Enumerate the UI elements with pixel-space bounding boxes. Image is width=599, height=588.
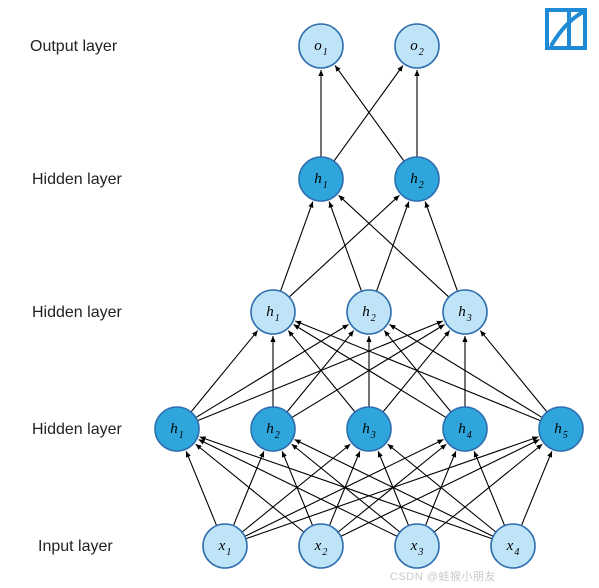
edge [376, 202, 408, 292]
layer-label-hidden1: Hidden layer [32, 421, 122, 439]
nn-diagram: x1 x2 x3 x4 h1 h2 h3 h4 h5 h1 h2 h3 h1 h2 o1 o2 Output … [0, 0, 599, 588]
node-o2: o2 [395, 24, 439, 68]
watermark-text: CSDN @蛙猴小朋友 [390, 568, 496, 584]
edge [196, 444, 304, 532]
edge [474, 451, 505, 525]
edge [425, 202, 457, 292]
edge [295, 440, 494, 537]
edge [293, 324, 446, 417]
edge [335, 65, 404, 161]
node-h3a: h3 [347, 407, 391, 451]
node-h2b: h2 [347, 290, 391, 334]
edge [295, 321, 540, 421]
network-svg: x1 x2 x3 x4 h1 h2 h3 h4 h5 h1 h2 h3 h1 h2 o1 o2 [0, 0, 599, 588]
node-h1a: h1 [155, 407, 199, 451]
nodes-group: x1 x2 x3 x4 h1 h2 h3 h4 h5 h1 h2 h3 h1 h2 o1 o2 [155, 24, 583, 568]
edge [339, 195, 449, 297]
node-h1c: h1 [299, 157, 343, 201]
edge [434, 444, 542, 532]
edge [245, 440, 444, 537]
edge [329, 451, 360, 525]
node-h4a: h4 [443, 407, 487, 451]
node-o1: o1 [299, 24, 343, 68]
edge [233, 451, 264, 525]
edge [199, 440, 398, 537]
edge [292, 324, 445, 417]
edge [280, 202, 312, 292]
edge [282, 451, 313, 525]
layer-label-output: Output layer [30, 38, 117, 56]
edge [521, 451, 552, 525]
node-x3: x3 [395, 524, 439, 568]
edge [425, 451, 456, 525]
node-x4: x4 [491, 524, 535, 568]
node-h2c: h2 [395, 157, 439, 201]
edge [389, 324, 542, 417]
edge [378, 451, 409, 525]
node-h2a: h2 [251, 407, 295, 451]
edge [329, 202, 361, 292]
node-x2: x2 [299, 524, 343, 568]
corner-logo-icon [545, 8, 587, 50]
edge [289, 195, 399, 297]
edge [341, 440, 540, 537]
edge [338, 444, 446, 532]
edge [200, 437, 493, 539]
layer-label-input: Input layer [38, 538, 113, 556]
layer-label-hidden3: Hidden layer [32, 171, 122, 189]
edge [334, 65, 403, 161]
layer-label-hidden2: Hidden layer [32, 304, 122, 322]
edge [186, 451, 217, 525]
node-h5a: h5 [539, 407, 583, 451]
edge [196, 324, 349, 417]
node-x1: x1 [203, 524, 247, 568]
node-h3b: h3 [443, 290, 487, 334]
node-h1b: h1 [251, 290, 295, 334]
